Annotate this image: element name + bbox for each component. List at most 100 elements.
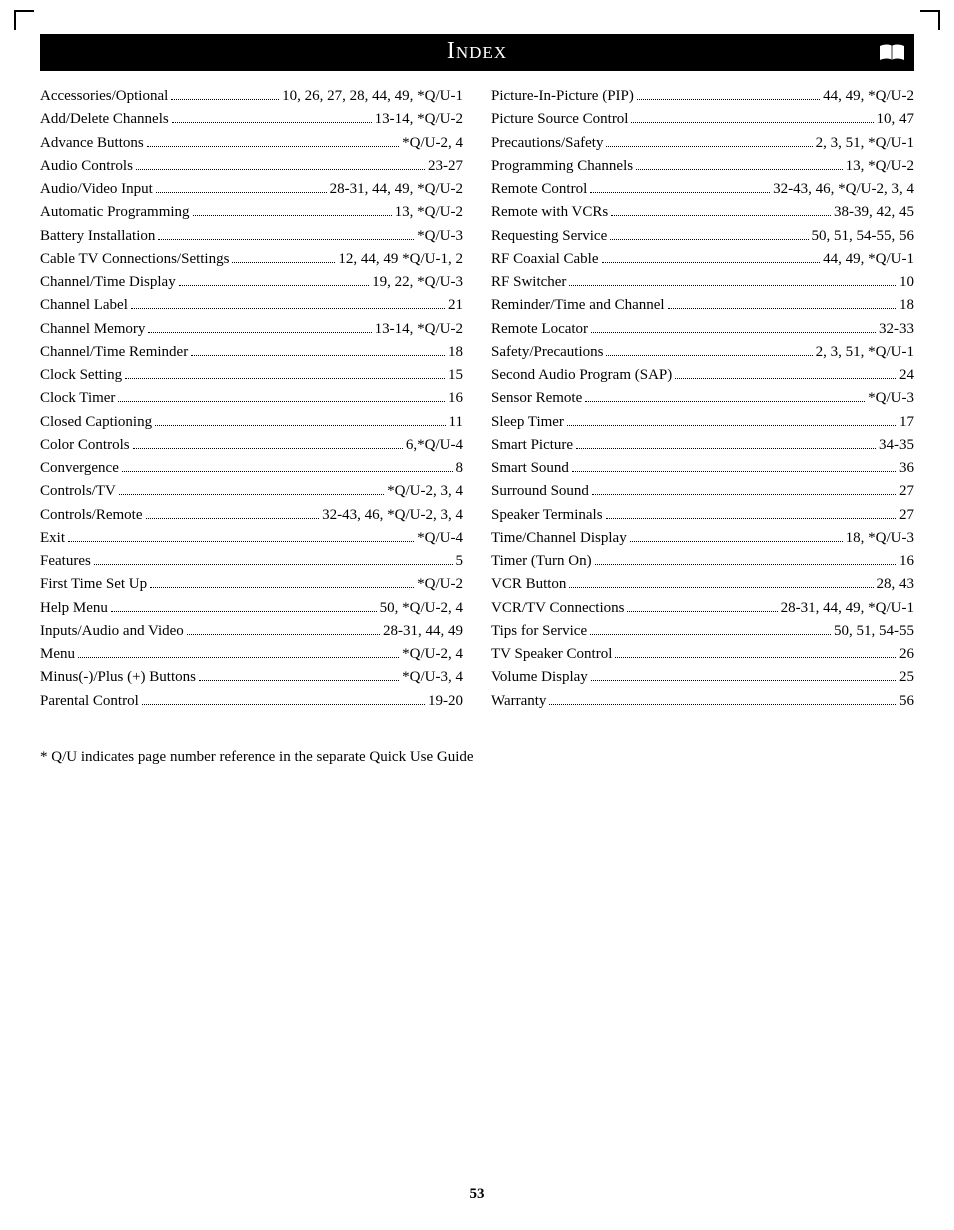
index-pages: 32-43, 46, *Q/U-2, 3, 4 <box>773 178 914 201</box>
index-term: First Time Set Up <box>40 573 147 596</box>
index-term: Remote Control <box>491 178 587 201</box>
index-pages: 56 <box>899 690 914 713</box>
leader-dots <box>592 483 896 495</box>
index-term: Time/Channel Display <box>491 527 627 550</box>
index-entry: Safety/Precautions2, 3, 51, *Q/U-1 <box>491 341 914 364</box>
index-entry: Audio/Video Input28-31, 44, 49, *Q/U-2 <box>40 178 463 201</box>
index-entry: Cable TV Connections/Settings12, 44, 49 … <box>40 248 463 271</box>
leader-dots <box>569 274 896 286</box>
index-pages: 27 <box>899 504 914 527</box>
leader-dots <box>68 530 414 542</box>
index-pages: 19-20 <box>428 690 463 713</box>
leader-dots <box>668 297 896 309</box>
leader-dots <box>615 646 896 658</box>
index-pages: 32-43, 46, *Q/U-2, 3, 4 <box>322 504 463 527</box>
index-entry: Channel/Time Reminder 18 <box>40 341 463 364</box>
leader-dots <box>675 367 896 379</box>
index-entry: Channel Memory 13-14, *Q/U-2 <box>40 318 463 341</box>
index-pages: 34-35 <box>879 434 914 457</box>
index-pages: 36 <box>899 457 914 480</box>
index-entry: Remote with VCRs38-39, 42, 45 <box>491 201 914 224</box>
index-term: Channel Memory <box>40 318 145 341</box>
index-pages: *Q/U-4 <box>417 527 463 550</box>
index-term: Sensor Remote <box>491 387 582 410</box>
index-term: Smart Picture <box>491 434 573 457</box>
index-term: Audio Controls <box>40 155 133 178</box>
index-entry: Tips for Service50, 51, 54-55 <box>491 620 914 643</box>
index-entry: Accessories/Optional10, 26, 27, 28, 44, … <box>40 85 463 108</box>
index-term: Surround Sound <box>491 480 589 503</box>
index-entry: Exit*Q/U-4 <box>40 527 463 550</box>
index-term: Second Audio Program (SAP) <box>491 364 672 387</box>
index-pages: 18, *Q/U-3 <box>846 527 914 550</box>
index-entry: VCR Button 28, 43 <box>491 573 914 596</box>
index-entry: Smart Sound36 <box>491 457 914 480</box>
index-term: Remote Locator <box>491 318 588 341</box>
leader-dots <box>147 135 399 147</box>
index-pages: *Q/U-3, 4 <box>402 666 463 689</box>
leader-dots <box>125 367 445 379</box>
index-entry: Picture-In-Picture (PIP)44, 49, *Q/U-2 <box>491 85 914 108</box>
index-entry: Remote Control 32-43, 46, *Q/U-2, 3, 4 <box>491 178 914 201</box>
index-entry: Volume Display25 <box>491 666 914 689</box>
index-term: Battery Installation <box>40 225 155 248</box>
index-term: Reminder/Time and Channel <box>491 294 665 317</box>
leader-dots <box>193 204 392 216</box>
leader-dots <box>572 460 896 472</box>
page-number: 53 <box>40 1186 914 1203</box>
leader-dots <box>591 321 876 333</box>
index-entry: TV Speaker Control26 <box>491 643 914 666</box>
index-title: Index <box>447 38 507 64</box>
leader-dots <box>172 111 372 123</box>
index-entry: Help Menu50, *Q/U-2, 4 <box>40 597 463 620</box>
index-entry: Minus(-)/Plus (+) Buttons*Q/U-3, 4 <box>40 666 463 689</box>
index-pages: 18 <box>448 341 463 364</box>
index-pages: 16 <box>448 387 463 410</box>
index-header: Index <box>40 34 914 71</box>
leader-dots <box>630 530 843 542</box>
leader-dots <box>595 553 896 565</box>
leader-dots <box>158 228 414 240</box>
index-entry: Precautions/Safety2, 3, 51, *Q/U-1 <box>491 132 914 155</box>
index-term: Color Controls <box>40 434 130 457</box>
index-entry: Speaker Terminals27 <box>491 504 914 527</box>
index-term: Cable TV Connections/Settings <box>40 248 229 271</box>
index-pages: 23-27 <box>428 155 463 178</box>
index-entry: Advance Buttons *Q/U-2, 4 <box>40 132 463 155</box>
index-pages: 28, 43 <box>877 573 915 596</box>
index-pages: 13, *Q/U-2 <box>395 201 463 224</box>
index-term: Advance Buttons <box>40 132 144 155</box>
leader-dots <box>631 111 873 123</box>
index-term: Parental Control <box>40 690 139 713</box>
leader-dots <box>627 600 777 612</box>
index-pages: 38-39, 42, 45 <box>834 201 914 224</box>
index-pages: 13-14, *Q/U-2 <box>375 108 463 131</box>
index-term: Audio/Video Input <box>40 178 153 201</box>
index-pages: *Q/U-3 <box>868 387 914 410</box>
index-entry: Clock Timer16 <box>40 387 463 410</box>
index-pages: 28-31, 44, 49 <box>383 620 463 643</box>
index-pages: 16 <box>899 550 914 573</box>
index-entry: Features5 <box>40 550 463 573</box>
index-pages: *Q/U-2 <box>417 573 463 596</box>
leader-dots <box>131 297 445 309</box>
index-pages: 11 <box>449 411 463 434</box>
index-term: Tips for Service <box>491 620 587 643</box>
leader-dots <box>78 646 399 658</box>
index-pages: 19, 22, *Q/U-3 <box>372 271 463 294</box>
index-pages: *Q/U-2, 4 <box>402 132 463 155</box>
index-term: VCR Button <box>491 573 566 596</box>
index-pages: 10, 26, 27, 28, 44, 49, *Q/U-1 <box>282 85 463 108</box>
index-pages: 13-14, *Q/U-2 <box>375 318 463 341</box>
index-term: Channel/Time Reminder <box>40 341 188 364</box>
index-term: Picture-In-Picture (PIP) <box>491 85 634 108</box>
index-entry: Convergence8 <box>40 457 463 480</box>
index-entry: Surround Sound27 <box>491 480 914 503</box>
index-column-left: Accessories/Optional10, 26, 27, 28, 44, … <box>40 85 463 713</box>
index-pages: 44, 49, *Q/U-1 <box>823 248 914 271</box>
index-pages: *Q/U-2, 3, 4 <box>387 480 463 503</box>
index-pages: 32-33 <box>879 318 914 341</box>
index-entry: Controls/TV*Q/U-2, 3, 4 <box>40 480 463 503</box>
leader-dots <box>187 623 380 635</box>
index-pages: 21 <box>448 294 463 317</box>
